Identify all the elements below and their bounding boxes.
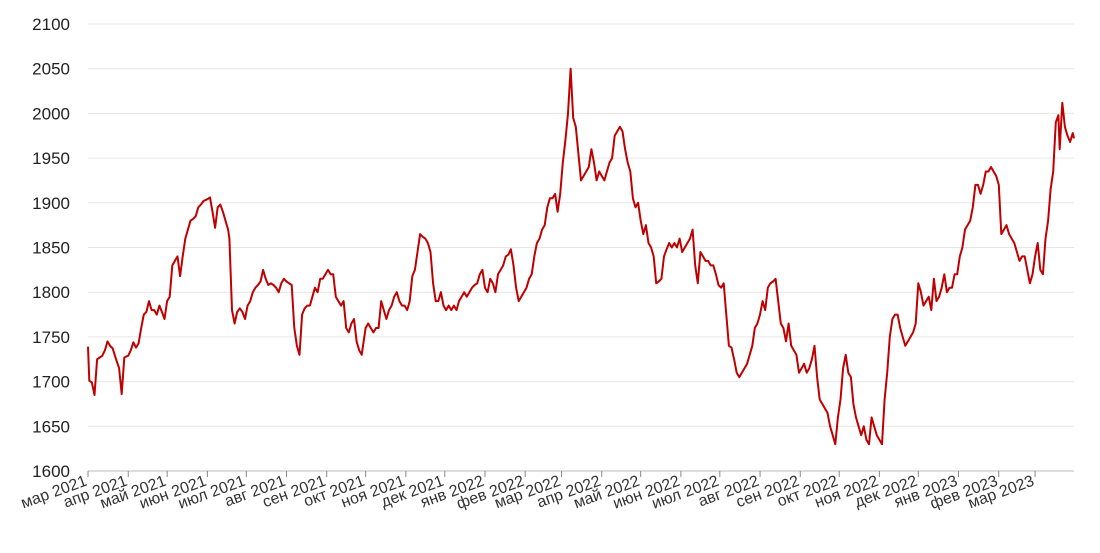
y-tick-label-1900: 1900 [32, 194, 70, 213]
y-tick-label-1650: 1650 [32, 417, 70, 436]
y-tick-label-1750: 1750 [32, 328, 70, 347]
y-tick-label-1850: 1850 [32, 239, 70, 258]
y-tick-label-1700: 1700 [32, 373, 70, 392]
y-axis-tick-labels: 1600 1650 1700 1750 1800 1850 1900 1950 2000 2050… [32, 15, 70, 481]
y-tick-label-2100: 2100 [32, 15, 70, 34]
x-axis-ticks [87, 471, 1036, 477]
y-tick-label-1800: 1800 [32, 283, 70, 302]
y-tick-label-2000: 2000 [32, 104, 70, 123]
price-series-line [87, 67, 1075, 446]
y-tick-label-2050: 2050 [32, 60, 70, 79]
y-tick-label-1600: 1600 [32, 462, 70, 481]
y-gridlines [88, 23, 1074, 427]
y-tick-label-1950: 1950 [32, 149, 70, 168]
